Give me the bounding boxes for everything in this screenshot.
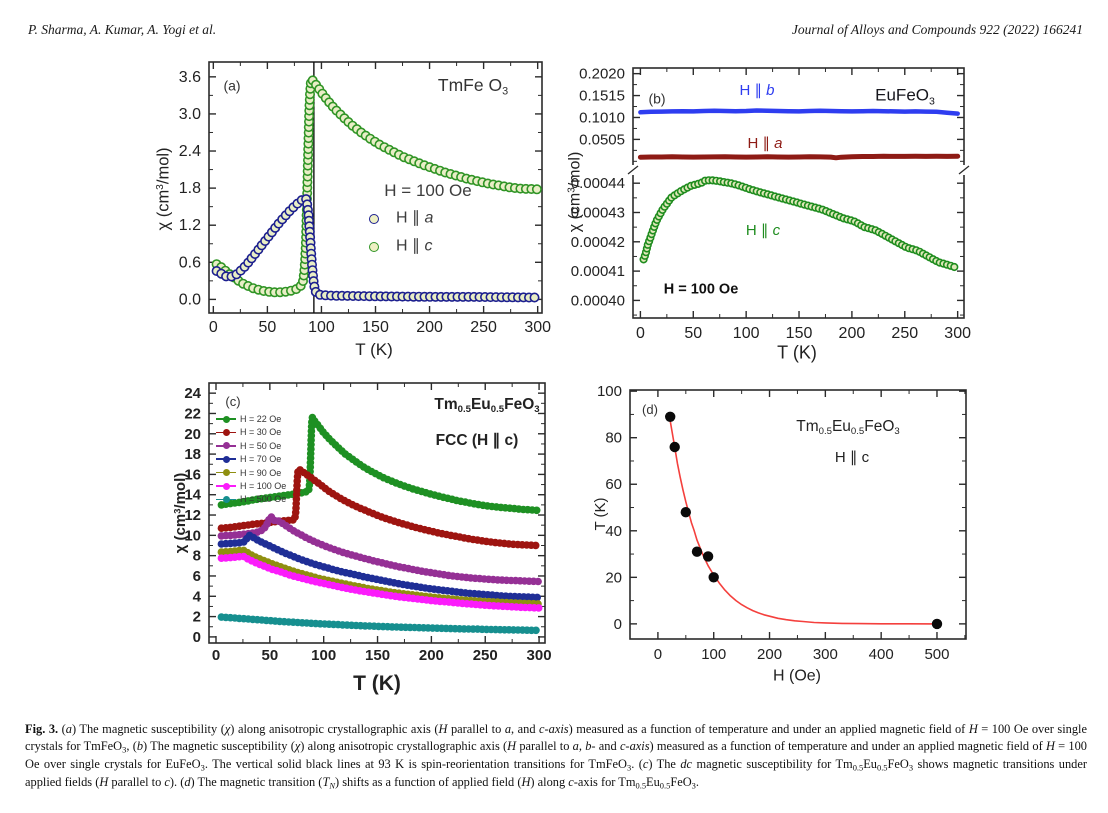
panel-b-series-H-a bbox=[637, 153, 961, 161]
panel-c-y-tick-label: 12 bbox=[184, 507, 201, 524]
panel-c-y-tick-label: 14 bbox=[184, 487, 201, 504]
panel-d-x-tick-label: 400 bbox=[869, 646, 894, 663]
figure-caption: Fig. 3. (a) The magnetic susceptibility … bbox=[25, 722, 1088, 791]
panel-d-y-tick-label: 0 bbox=[614, 616, 622, 633]
panel-c-y-tick-label: 2 bbox=[193, 609, 201, 626]
panel-b-y-tick-label: 0.0505 bbox=[579, 131, 625, 148]
panel-b-y-tick-label: 0.00040 bbox=[571, 292, 625, 309]
panel-c-x-tick-label: 200 bbox=[419, 647, 444, 664]
panel-c-series-H-100-Oe bbox=[217, 552, 543, 612]
panel-a-y-tick-label: 0.6 bbox=[179, 254, 201, 271]
panel-a-series-H-c bbox=[211, 75, 542, 298]
panel-a-x-tick-label: 100 bbox=[308, 319, 335, 336]
panel-d-x-tick-label: 100 bbox=[701, 646, 726, 663]
panel-c-x-tick-label: 150 bbox=[365, 647, 390, 664]
panel-b-series-H-b bbox=[638, 108, 960, 116]
panel-d-x-tick-label: 300 bbox=[813, 646, 838, 663]
panel-c-y-tick-label: 4 bbox=[193, 588, 202, 605]
page-header: P. Sharma, A. Kumar, A. Yogi et al. Jour… bbox=[28, 22, 1083, 38]
panel-b-y-tick-label: 0.00043 bbox=[571, 204, 625, 221]
panel-c-x-tick-label: 50 bbox=[262, 647, 279, 664]
panel-d: 0 100 200 300 400 500 0 20 40 60 80 100 bbox=[597, 383, 967, 663]
panel-a-x-tick-label: 150 bbox=[362, 319, 389, 336]
panel-a-y-tick-label: 0.0 bbox=[179, 291, 201, 308]
panel-a-x-tick-label: 300 bbox=[524, 319, 551, 336]
panel-d-y-tick-label: 40 bbox=[605, 523, 622, 540]
panel-b-y-tick-label: 0.1515 bbox=[579, 88, 625, 105]
panel-a-y-tick-label: 3.6 bbox=[179, 69, 201, 86]
panel-d-y-tick-label: 60 bbox=[605, 476, 622, 493]
panel-a-x-tick-label: 200 bbox=[416, 319, 443, 336]
panel-b-x-tick-label: 100 bbox=[733, 325, 760, 342]
panel-c-series-H-50-Oe bbox=[217, 513, 542, 586]
panel-c-y-tick-label: 16 bbox=[184, 466, 201, 483]
panel-b-y-tick-label: 0.2020 bbox=[579, 66, 625, 83]
panel-a-y-tick-label: 3.0 bbox=[179, 106, 201, 123]
panel-d-series-fit bbox=[668, 413, 938, 625]
panel-d-y-tick-label: 20 bbox=[605, 569, 622, 586]
panel-b-x-tick-label: 250 bbox=[891, 325, 918, 342]
panel-b-x-tick-label: 50 bbox=[684, 325, 702, 342]
panel-a-y-tick-label: 2.4 bbox=[179, 143, 201, 160]
panel-c-y-tick-label: 18 bbox=[184, 446, 201, 463]
panel-b: 0 50 100 150 200 250 300 0.0505 0.1010 0.1515 0.20… bbox=[571, 66, 971, 342]
panel-d-y-tick-label: 80 bbox=[605, 430, 622, 447]
panel-b-x-tick-label: 150 bbox=[786, 325, 813, 342]
panel-c-x-tick-label: 250 bbox=[473, 647, 498, 664]
panel-c-series-H-500-Oe bbox=[217, 613, 540, 635]
panel-b-series-H-c bbox=[639, 176, 959, 272]
panel-c-y-tick-label: 6 bbox=[193, 568, 201, 585]
panel-b-x-tick-label: 200 bbox=[839, 325, 866, 342]
panel-a-y-tick-label: 1.8 bbox=[179, 180, 201, 197]
panel-a: 0 50 100 150 200 250 300 0.0 0.6 1.2 1.8 2.4 3.0 3.6 bbox=[179, 61, 551, 336]
panel-d-y-tick-label: 100 bbox=[597, 383, 622, 400]
panel-c-x-tick-label: 100 bbox=[311, 647, 336, 664]
panel-c-x-tick-label: 300 bbox=[527, 647, 552, 664]
panel-d-x-tick-label: 0 bbox=[654, 646, 662, 663]
panel-b-x-tick-label: 0 bbox=[636, 325, 645, 342]
panel-c-x-tick-label: 0 bbox=[212, 647, 220, 664]
panel-c-y-tick-label: 8 bbox=[193, 548, 201, 565]
panel-c-y-tick-label: 0 bbox=[193, 629, 201, 646]
panel-a-y-tick-label: 1.2 bbox=[179, 217, 201, 234]
panel-b-y-tick-label: 0.00044 bbox=[571, 175, 625, 192]
header-journal: Journal of Alloys and Compounds 922 (202… bbox=[791, 22, 1083, 37]
header-authors: P. Sharma, A. Kumar, A. Yogi et al. bbox=[28, 22, 217, 37]
panel-c-y-tick-label: 10 bbox=[184, 527, 201, 544]
panel-b-y-tick-label: 0.00042 bbox=[571, 234, 625, 251]
panel-c-series-H-30-Oe bbox=[217, 466, 540, 550]
panel-b-y-tick-label: 0.1010 bbox=[579, 109, 625, 126]
panel-a-x-tick-label: 250 bbox=[470, 319, 497, 336]
panel-a-x-tick-label: 0 bbox=[209, 319, 218, 336]
panel-c-series-H-70-Oe bbox=[217, 531, 541, 602]
panel-c-series-H-22-Oe bbox=[217, 413, 541, 515]
panel-c-y-tick-label: 24 bbox=[184, 385, 201, 402]
panel-b-x-tick-label: 300 bbox=[944, 325, 971, 342]
panel-c-y-tick-label: 22 bbox=[184, 405, 201, 422]
panel-d-x-tick-label: 200 bbox=[757, 646, 782, 663]
panel-b-y-tick-label: 0.00041 bbox=[571, 263, 625, 280]
panel-c-y-tick-label: 20 bbox=[184, 426, 201, 443]
panel-a-x-tick-label: 50 bbox=[258, 319, 276, 336]
panel-a-series-H-a bbox=[211, 194, 540, 303]
panel-d-x-tick-label: 500 bbox=[924, 646, 949, 663]
panel-d-series-TN-vs-H bbox=[665, 411, 943, 630]
